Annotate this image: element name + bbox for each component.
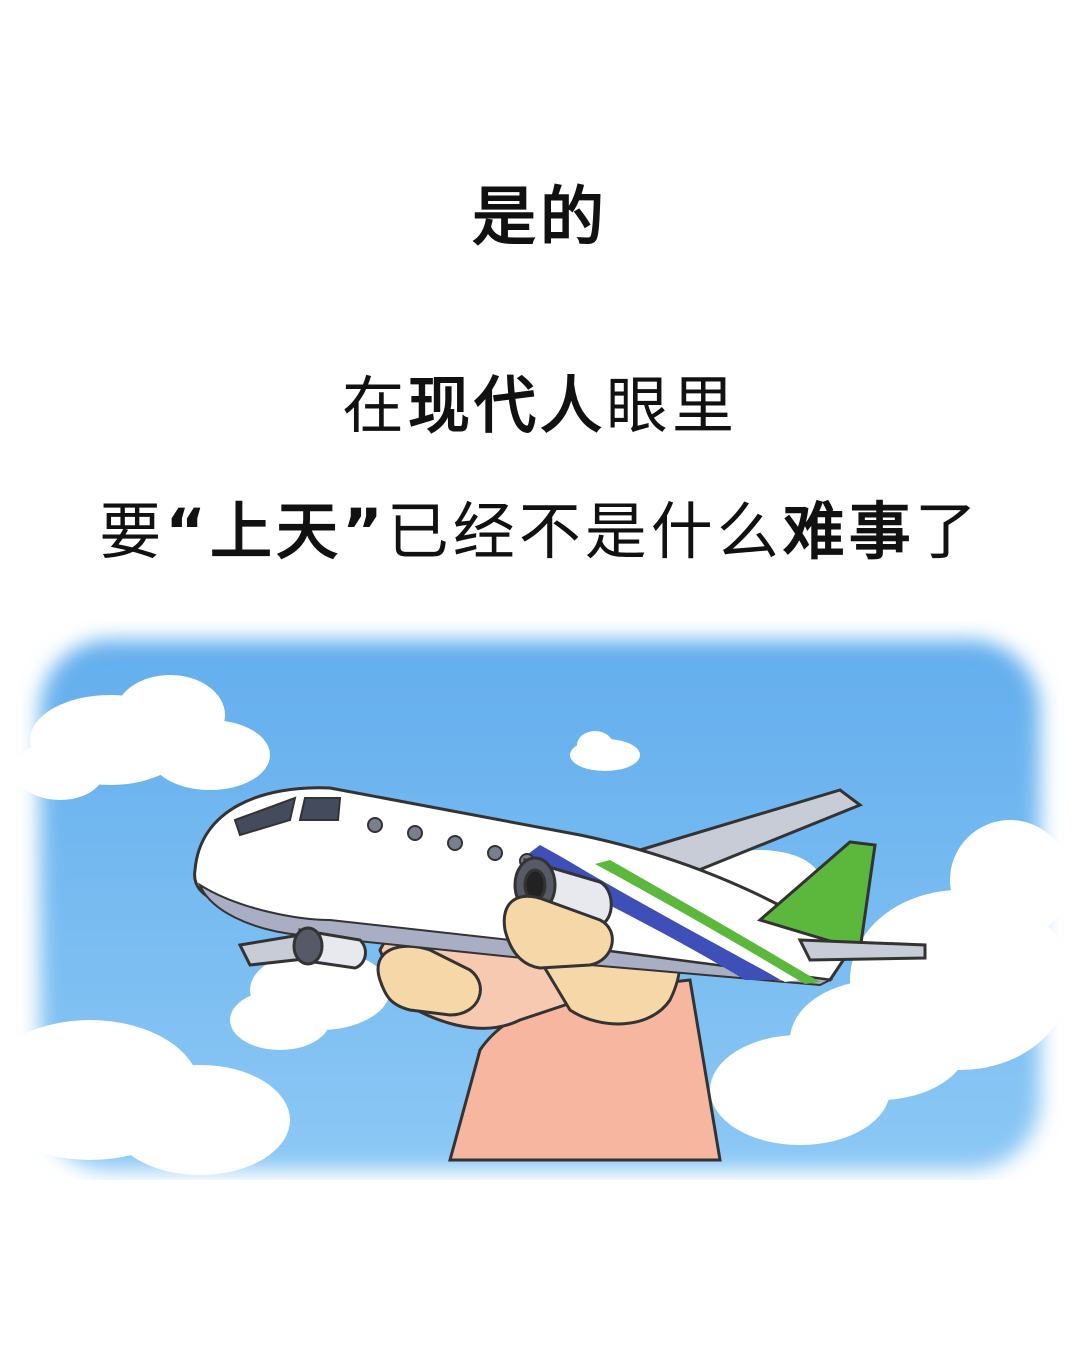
plane-in-hand-illustration	[0, 640, 1070, 1175]
text-segment-bold: 难事	[782, 495, 915, 568]
text-line-modern-people: 在现代人眼里	[0, 368, 1080, 444]
plane-tail	[756, 840, 927, 962]
cloud-left	[15, 675, 270, 800]
text-segment-bold: “上天”	[165, 495, 387, 568]
text-segment: 了	[914, 495, 981, 568]
heading: 是的	[472, 181, 608, 255]
text-line-sky-not-hard: 要“上天”已经不是什么难事了	[0, 494, 1080, 570]
text-segment: 要	[99, 495, 166, 568]
text-segment-bold: 现代人	[407, 369, 606, 442]
text-segment: 已经不是什么	[386, 495, 783, 568]
hand-thumb	[502, 894, 614, 970]
plane-cockpit-windows	[233, 796, 342, 837]
plane-engine-back	[292, 926, 367, 970]
cloud-small	[570, 731, 640, 771]
text-segment: 眼里	[606, 369, 739, 442]
text-segment: 在	[341, 369, 408, 442]
cloud-bottom-left	[0, 950, 390, 1175]
